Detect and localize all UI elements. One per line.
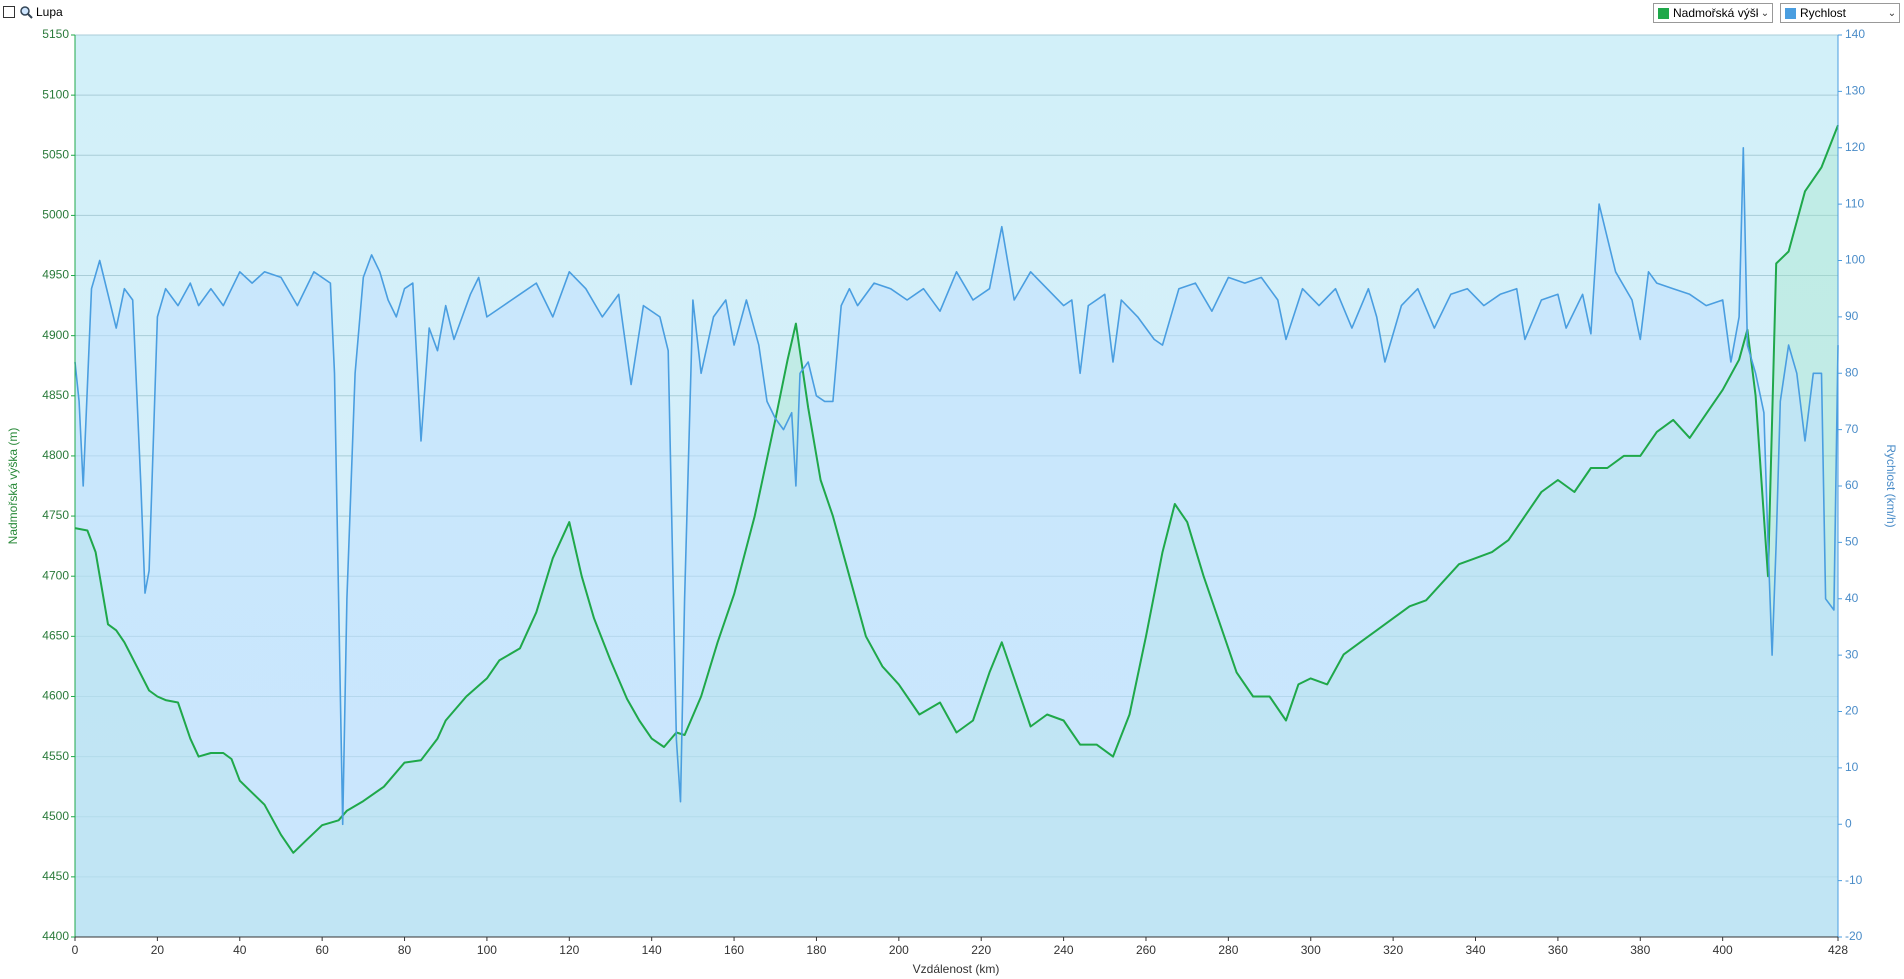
y-tick-label: 4900 [42,328,69,342]
magnifier-icon [20,6,33,19]
x-tick-label: 140 [642,943,662,957]
x-tick-label: 120 [559,943,579,957]
y2-tick-label: 70 [1845,422,1859,436]
dropdown-text: Rychlost [1800,6,1847,20]
y-tick-label: 4650 [42,629,69,643]
dropdown-arrow: ⌄ [1887,7,1897,19]
x-axis-label: Vzdálenost (km) [913,962,1000,976]
y-tick-label: 4550 [42,749,69,763]
y2-tick-label: 140 [1845,27,1865,41]
x-tick-label: 160 [724,943,744,957]
y-tick-label: 4800 [42,448,69,462]
checkbox[interactable] [3,6,15,18]
y-axis-label: Nadmořská výška (m) [6,428,20,545]
y-tick-label: 4450 [42,869,69,883]
y2-tick-label: 30 [1845,647,1859,661]
x-tick-label: 20 [151,943,165,957]
y2-tick-label: 110 [1845,196,1864,210]
y2-tick-label: 120 [1845,140,1865,154]
x-tick-label: 40 [233,943,247,957]
series-dropdown[interactable]: Nadmořská výška ⌄ [1653,3,1773,23]
y2-tick-label: 60 [1845,478,1859,492]
line [74,124,1839,854]
series-dropdown[interactable]: Rychlost ⌄ [1780,3,1900,23]
x-tick-label: 400 [1713,943,1733,957]
x-tick-label: 280 [1218,943,1238,957]
y2-axis-label: Rychlost (km/h) [1884,444,1898,527]
x-tick-label: 200 [889,943,909,957]
y2-tick-label: 130 [1845,84,1865,98]
y-tick-label: 5100 [42,87,69,101]
dropdown-arrow: ⌄ [1760,7,1770,19]
y-tick-label: 4750 [42,508,69,522]
y-tick-label: 5000 [42,208,69,222]
y2-tick-label: 50 [1845,535,1859,549]
y2-tick-label: -10 [1845,873,1863,887]
dropdown-text: Nadmořská výška [1673,6,1758,20]
x-tick-label: 80 [398,943,412,957]
color-swatch [1658,7,1669,19]
y-tick-label: 5150 [42,27,69,41]
x-tick-label: 180 [806,943,826,957]
y-tick-label: 5050 [42,147,69,161]
x-tick-label: 360 [1548,943,1568,957]
x-tick-label: 340 [1465,943,1485,957]
y-tick-label: 4400 [42,929,69,943]
zoom-toggle[interactable]: Lupa [3,5,63,19]
area [75,147,1838,938]
x-tick-label: 60 [315,943,329,957]
y2-tick-label: 40 [1845,591,1859,605]
x-tick-label: 320 [1383,943,1403,957]
x-tick-label: 0 [72,943,79,957]
y2-tick-label: 20 [1845,704,1859,718]
x-tick-label: 300 [1301,943,1321,957]
y2-tick-label: 100 [1845,253,1865,267]
line [74,147,1839,826]
color-swatch [1785,7,1796,19]
x-tick-label: 100 [477,943,497,957]
y-tick-label: 4500 [42,809,69,823]
x-tick-label: 220 [971,943,991,957]
y2-tick-label: 0 [1845,816,1852,830]
y-tick-label: 4600 [42,689,69,703]
x-tick-label: 380 [1630,943,1650,957]
y-tick-label: 4700 [42,568,69,582]
y2-tick-label: 10 [1845,760,1859,774]
y2-tick-label: 80 [1845,365,1859,379]
zoom-label: Lupa [36,5,63,19]
toolbar: Lupa Nadmořská výška ⌄ Rychlost ⌄ [0,0,1904,26]
x-tick-label: 428 [1828,943,1848,957]
y2-tick-label: 90 [1845,309,1859,323]
y2-tick-label: -20 [1845,929,1863,943]
y-tick-label: 4850 [42,388,69,402]
x-tick-label: 260 [1136,943,1156,957]
y-tick-label: 4950 [42,268,69,282]
x-tick-label: 240 [1054,943,1074,957]
